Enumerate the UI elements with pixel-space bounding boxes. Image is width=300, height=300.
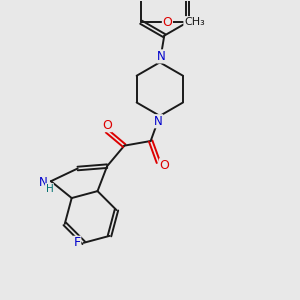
Text: O: O — [163, 16, 172, 29]
Text: H: H — [46, 184, 53, 194]
Text: N: N — [39, 176, 48, 189]
Text: N: N — [154, 115, 163, 128]
Text: O: O — [102, 118, 112, 132]
Text: F: F — [74, 236, 81, 249]
Text: N: N — [157, 50, 166, 63]
Text: CH₃: CH₃ — [184, 17, 205, 27]
Text: O: O — [159, 159, 169, 172]
